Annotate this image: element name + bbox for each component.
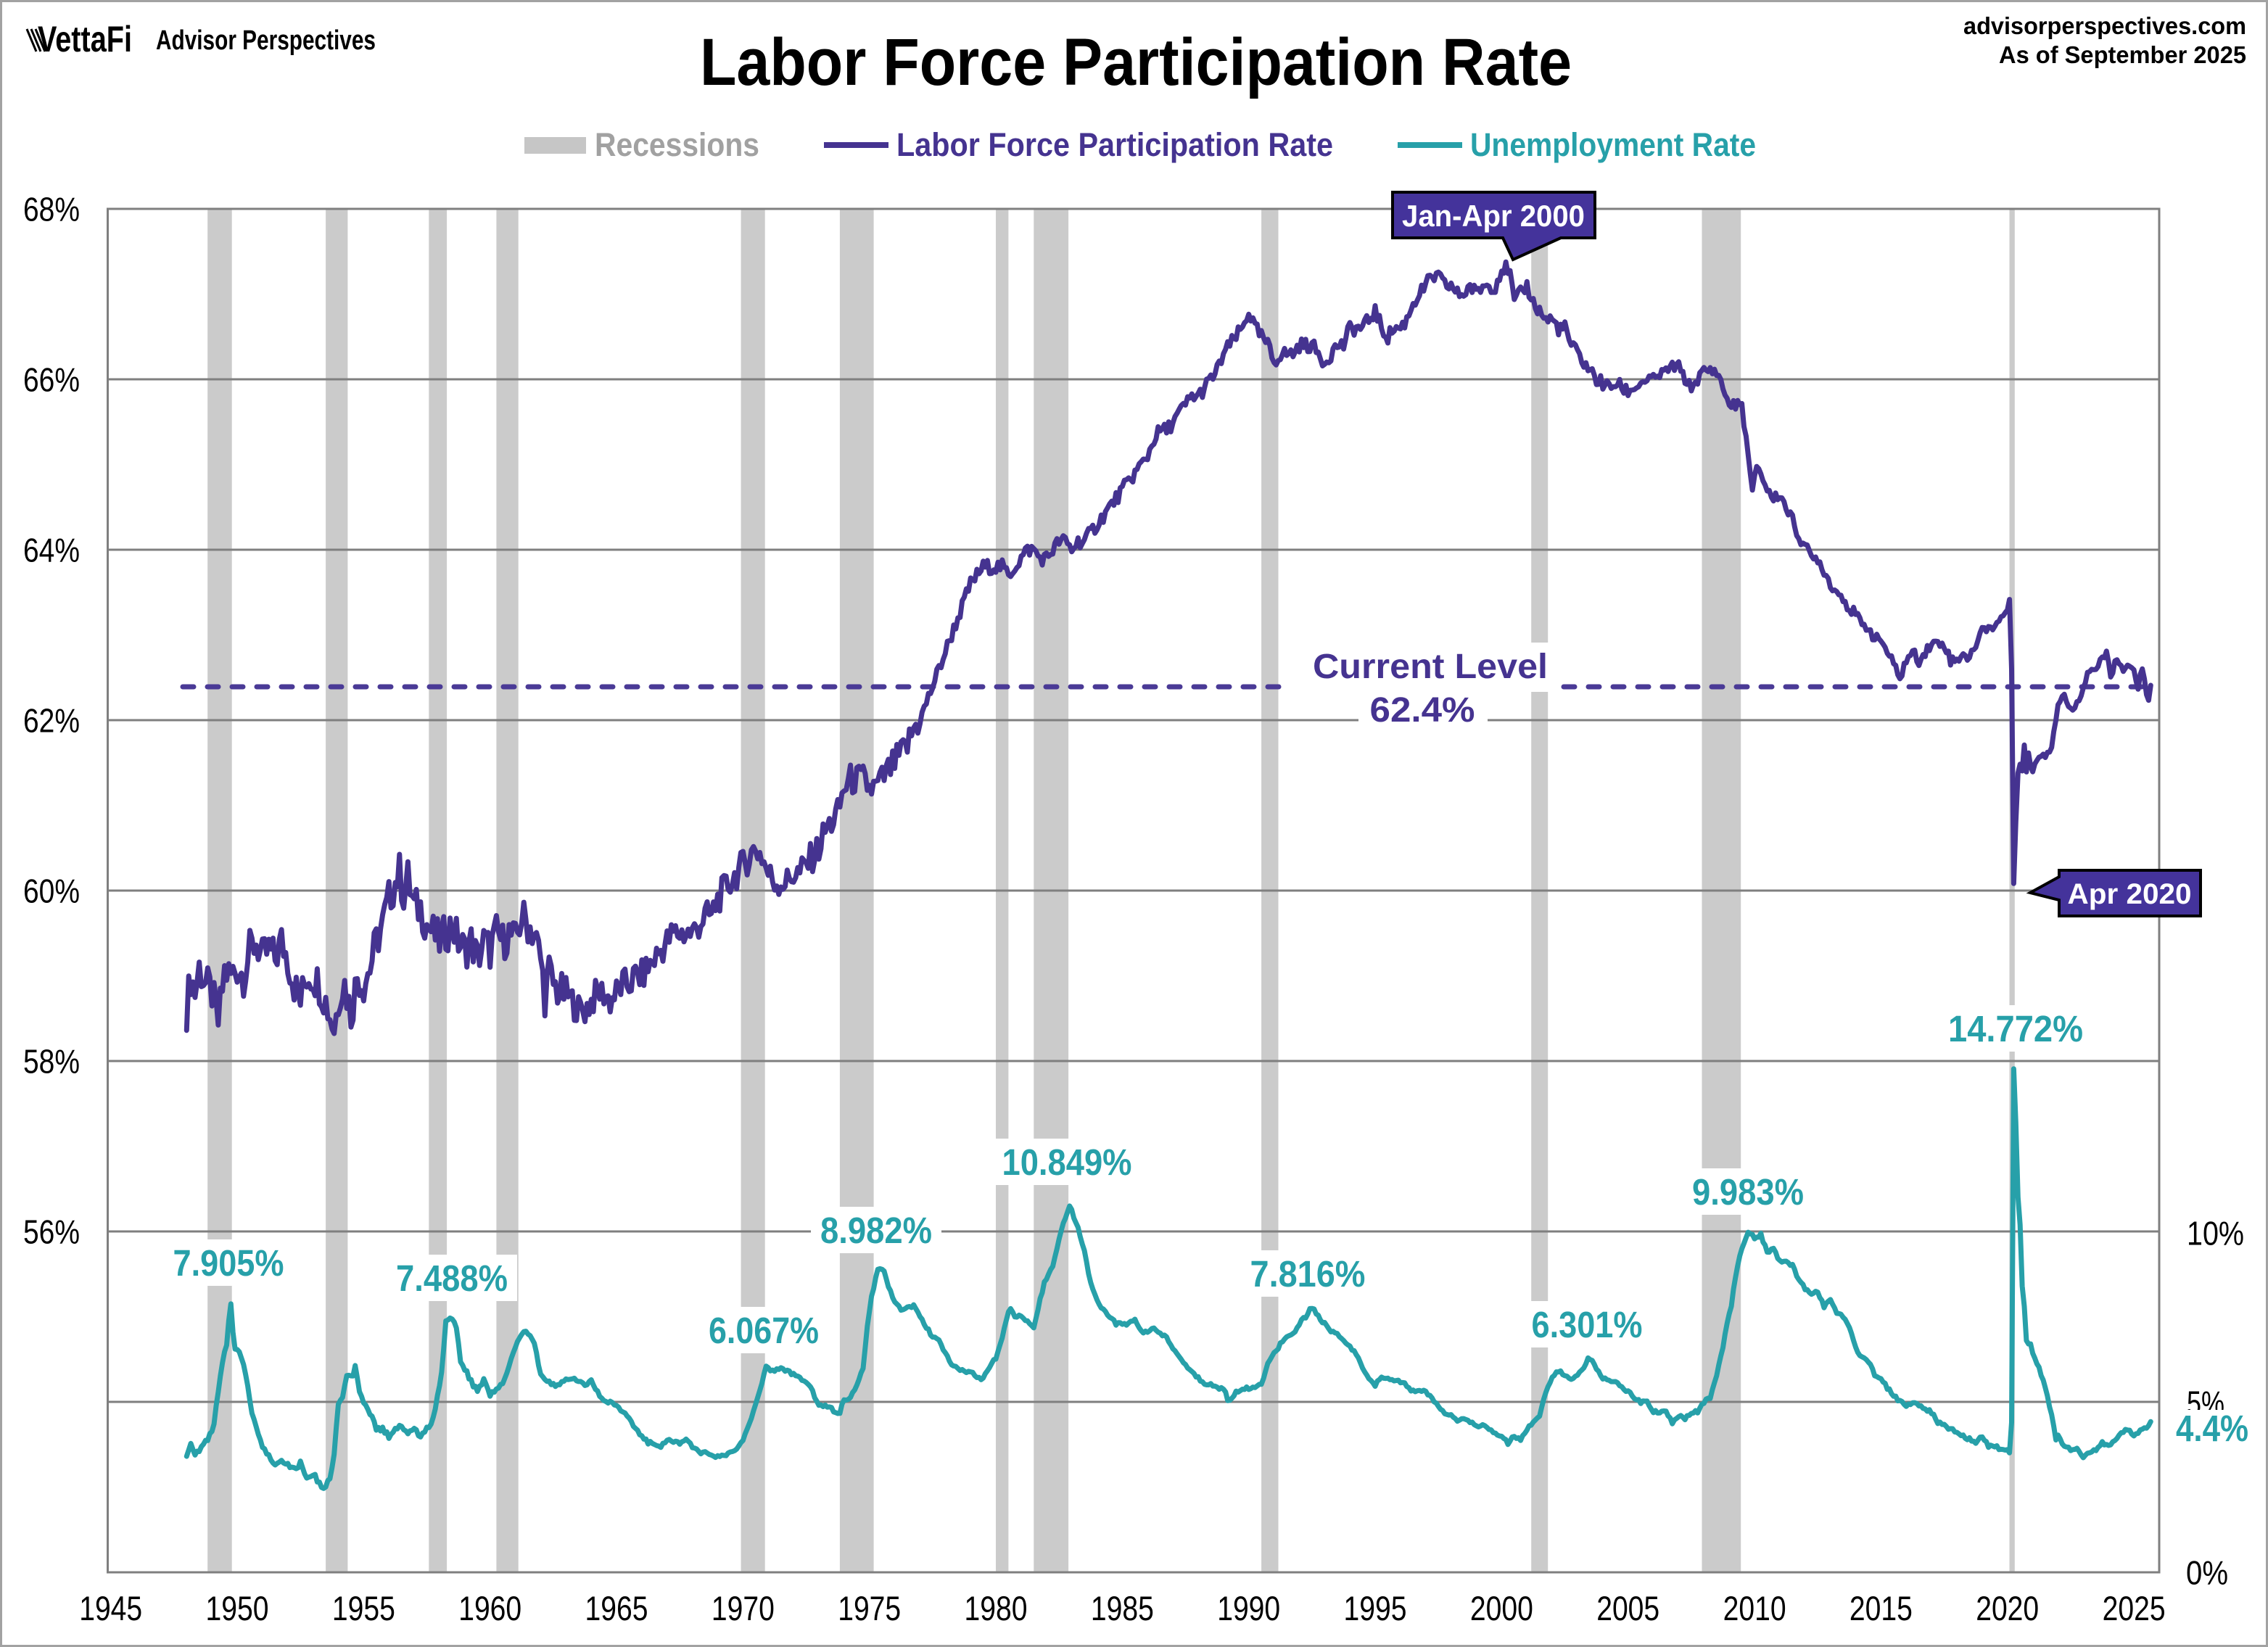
svg-text:1970: 1970	[712, 1589, 775, 1627]
svg-text:Recessions: Recessions	[595, 126, 759, 163]
svg-text:1950: 1950	[206, 1589, 269, 1627]
svg-text:6.301%: 6.301%	[1532, 1304, 1643, 1345]
svg-text:58%: 58%	[23, 1043, 80, 1081]
svg-text:56%: 56%	[23, 1213, 80, 1251]
svg-text:Labor Force Participation Rate: Labor Force Participation Rate	[896, 126, 1333, 163]
svg-text:1945: 1945	[79, 1589, 142, 1627]
svg-text:66%: 66%	[23, 361, 80, 399]
svg-text:14.772%: 14.772%	[1948, 1008, 2083, 1049]
svg-text:6.067%: 6.067%	[709, 1310, 819, 1351]
svg-text:2000: 2000	[1470, 1589, 1533, 1627]
svg-text:8.982%: 8.982%	[820, 1210, 932, 1251]
svg-text:Apr 2020: Apr 2020	[2068, 878, 2192, 910]
svg-text:62%: 62%	[23, 702, 80, 740]
svg-text:1975: 1975	[838, 1589, 901, 1627]
svg-text:10%: 10%	[2187, 1215, 2244, 1252]
svg-text:Jan-Apr 2000: Jan-Apr 2000	[1402, 199, 1585, 233]
svg-text:Advisor Perspectives: Advisor Perspectives	[156, 25, 376, 56]
svg-text:Current Level: Current Level	[1313, 648, 1548, 686]
svg-text:60%: 60%	[23, 872, 80, 910]
svg-text:1985: 1985	[1091, 1589, 1154, 1627]
svg-text:advisorperspectives.com: advisorperspectives.com	[1963, 12, 2246, 39]
svg-text:VettaFi: VettaFi	[38, 19, 132, 59]
svg-text:7.816%: 7.816%	[1250, 1253, 1366, 1295]
svg-text:2020: 2020	[1976, 1589, 2039, 1627]
svg-text:2025: 2025	[2103, 1589, 2166, 1627]
svg-text:Labor Force Participation Rate: Labor Force Participation Rate	[700, 25, 1572, 99]
svg-text:As of September 2025: As of September 2025	[1999, 41, 2246, 68]
svg-text:1995: 1995	[1344, 1589, 1407, 1627]
svg-text:9.983%: 9.983%	[1692, 1171, 1804, 1213]
svg-text:7.488%: 7.488%	[396, 1258, 508, 1299]
svg-text:0%: 0%	[2186, 1554, 2228, 1592]
svg-text:1965: 1965	[585, 1589, 648, 1627]
svg-text:1960: 1960	[458, 1589, 521, 1627]
svg-text:62.4%: 62.4%	[1370, 691, 1475, 730]
svg-text:2005: 2005	[1596, 1589, 1659, 1627]
svg-text:7.905%: 7.905%	[173, 1242, 284, 1284]
svg-text:2010: 2010	[1723, 1589, 1786, 1627]
svg-text:1980: 1980	[965, 1589, 1028, 1627]
svg-text:Unemployment Rate: Unemployment Rate	[1470, 126, 1756, 163]
svg-text:10.849%: 10.849%	[1002, 1142, 1132, 1183]
svg-text:1955: 1955	[332, 1589, 395, 1627]
svg-text:4.4%: 4.4%	[2176, 1408, 2248, 1449]
svg-text:2015: 2015	[1850, 1589, 1913, 1627]
svg-text:1990: 1990	[1217, 1589, 1280, 1627]
svg-text:68%: 68%	[23, 191, 80, 228]
svg-text:64%: 64%	[23, 532, 80, 569]
